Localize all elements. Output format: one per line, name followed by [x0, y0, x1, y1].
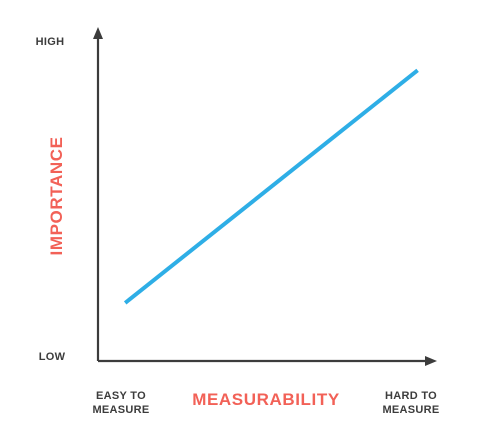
x-tick-label-low-line2: MEASURE: [92, 404, 149, 416]
y-axis-title: IMPORTANCE: [47, 136, 66, 255]
y-tick-label-high: HIGH: [36, 36, 65, 48]
x-axis-arrowhead: [425, 356, 437, 366]
x-tick-label-high-line2: MEASURE: [382, 404, 439, 416]
x-tick-label-low-line1: EASY TO: [96, 390, 146, 402]
x-axis-title: MEASURABILITY: [192, 390, 340, 409]
y-axis-arrowhead: [93, 27, 103, 39]
y-tick-label-low: LOW: [39, 351, 66, 363]
series-line: [123, 68, 419, 305]
x-tick-label-high-line1: HARD TO: [385, 390, 437, 402]
